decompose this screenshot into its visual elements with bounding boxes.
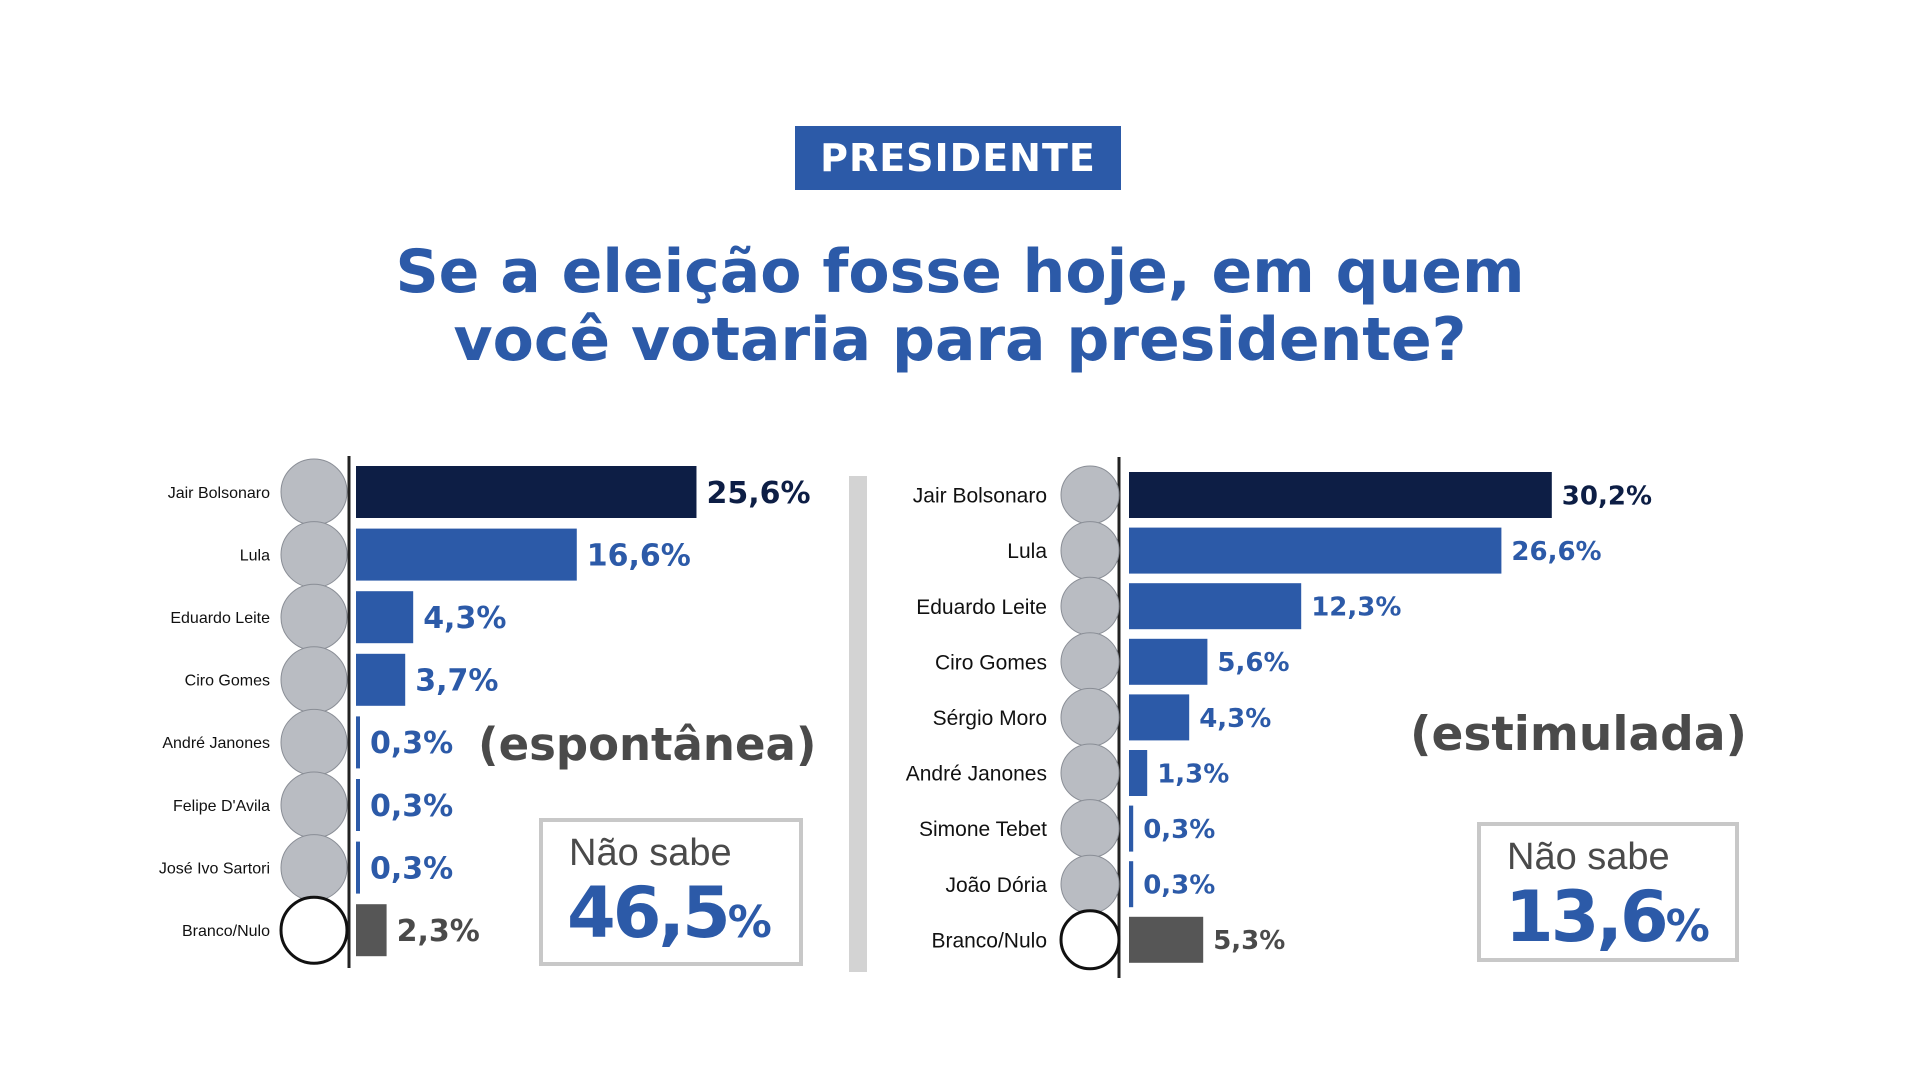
value-label-simone-tebet: 0,3% bbox=[1143, 815, 1215, 845]
value-label-jair-bolsonaro: 25,6% bbox=[706, 476, 810, 511]
bar-branco-nulo bbox=[356, 904, 387, 957]
category-label-joao-doria: João Dória bbox=[945, 874, 1047, 897]
bar-jose-ivo-sartori bbox=[356, 841, 360, 894]
bar-ciro-gomes bbox=[1129, 638, 1208, 685]
bar-lula bbox=[1129, 527, 1502, 574]
bar-ciro-gomes bbox=[356, 653, 406, 706]
bar-sergio-moro bbox=[1129, 694, 1190, 741]
category-label-jair-bolsonaro: Jair Bolsonaro bbox=[913, 485, 1047, 508]
bar-lula bbox=[356, 528, 577, 581]
category-label-andre-janones: André Janones bbox=[906, 763, 1047, 786]
chart-title-espontanea: (espontânea) bbox=[478, 718, 817, 771]
chart-divider bbox=[849, 476, 867, 972]
category-label-lula: Lula bbox=[240, 547, 270, 564]
value-label-branco-nulo: 2,3% bbox=[397, 914, 480, 949]
category-label-sergio-moro: Sérgio Moro bbox=[933, 707, 1047, 730]
section-badge: PRESIDENTE bbox=[795, 126, 1121, 190]
category-label-eduardo-leite: Eduardo Leite bbox=[916, 596, 1047, 619]
avatar-joao-doria bbox=[1060, 854, 1120, 914]
question-line-2: você votaria para presidente? bbox=[453, 305, 1467, 375]
value-label-felipe-d-avila: 0,3% bbox=[370, 789, 453, 824]
bar-jair-bolsonaro bbox=[1129, 472, 1552, 518]
bar-felipe-d-avila bbox=[356, 779, 360, 831]
category-label-felipe-d-avila: Felipe D'Avila bbox=[173, 798, 270, 815]
value-label-eduardo-leite: 12,3% bbox=[1311, 593, 1401, 623]
value-label-andre-janones: 1,3% bbox=[1157, 759, 1229, 789]
avatar-jair-bolsonaro bbox=[1060, 465, 1120, 525]
value-label-lula: 16,6% bbox=[587, 538, 691, 573]
category-label-lula: Lula bbox=[1007, 540, 1047, 563]
bar-joao-doria bbox=[1129, 861, 1134, 908]
category-label-eduardo-leite: Eduardo Leite bbox=[170, 610, 270, 627]
avatar-branco-nulo bbox=[279, 895, 349, 965]
avatar-lula bbox=[1060, 521, 1120, 581]
nao-sabe-label: Não sabe bbox=[569, 832, 732, 874]
avatar-simone-tebet bbox=[1060, 799, 1120, 859]
category-label-branco-nulo: Branco/Nulo bbox=[931, 929, 1047, 952]
category-label-jair-bolsonaro: Jair Bolsonaro bbox=[168, 485, 270, 502]
avatar-ciro-gomes bbox=[1060, 632, 1120, 692]
nao-sabe-value: 13,6% bbox=[1505, 876, 1710, 958]
category-label-ciro-gomes: Ciro Gomes bbox=[185, 673, 270, 690]
bar-eduardo-leite bbox=[356, 591, 414, 644]
category-label-ciro-gomes: Ciro Gomes bbox=[935, 651, 1047, 674]
bar-branco-nulo bbox=[1129, 916, 1204, 963]
category-label-simone-tebet: Simone Tebet bbox=[919, 818, 1047, 841]
avatar-branco-nulo bbox=[1059, 909, 1121, 971]
value-label-joao-doria: 0,3% bbox=[1143, 871, 1215, 901]
bar-jair-bolsonaro bbox=[356, 466, 697, 518]
value-label-branco-nulo: 5,3% bbox=[1213, 926, 1285, 956]
avatar-sergio-moro bbox=[1060, 687, 1120, 747]
avatar-andre-janones bbox=[1060, 743, 1120, 803]
value-label-jair-bolsonaro: 30,2% bbox=[1562, 481, 1652, 511]
value-label-andre-janones: 0,3% bbox=[370, 726, 453, 761]
chart-title-estimulada: (estimulada) bbox=[1410, 707, 1748, 762]
nao-sabe-number: 46,5 bbox=[567, 872, 731, 954]
bar-andre-janones bbox=[356, 716, 360, 769]
nao-sabe-percent: % bbox=[1665, 901, 1710, 952]
value-label-sergio-moro: 4,3% bbox=[1199, 704, 1271, 734]
question-headline: Se a eleição fosse hoje, em quem você vo… bbox=[260, 238, 1660, 374]
category-label-andre-janones: André Janones bbox=[162, 735, 270, 752]
avatar-eduardo-leite bbox=[1060, 576, 1120, 636]
value-label-jose-ivo-sartori: 0,3% bbox=[370, 851, 453, 886]
bar-simone-tebet bbox=[1129, 805, 1134, 852]
nao-sabe-percent: % bbox=[727, 897, 772, 948]
category-label-branco-nulo: Branco/Nulo bbox=[182, 923, 270, 940]
nao-sabe-box-espontanea: Não sabe 46,5% bbox=[539, 818, 803, 966]
value-label-ciro-gomes: 5,6% bbox=[1217, 648, 1289, 678]
bar-eduardo-leite bbox=[1129, 583, 1302, 630]
value-label-eduardo-leite: 4,3% bbox=[423, 601, 506, 636]
nao-sabe-value: 46,5% bbox=[567, 872, 772, 954]
question-line-1: Se a eleição fosse hoje, em quem bbox=[395, 237, 1525, 307]
category-label-jose-ivo-sartori: José Ivo Sartori bbox=[159, 860, 270, 877]
value-label-ciro-gomes: 3,7% bbox=[415, 664, 498, 699]
nao-sabe-number: 13,6 bbox=[1505, 876, 1669, 958]
bar-andre-janones bbox=[1129, 750, 1148, 796]
nao-sabe-label: Não sabe bbox=[1507, 836, 1670, 878]
nao-sabe-box-estimulada: Não sabe 13,6% bbox=[1477, 822, 1739, 962]
value-label-lula: 26,6% bbox=[1511, 537, 1601, 567]
